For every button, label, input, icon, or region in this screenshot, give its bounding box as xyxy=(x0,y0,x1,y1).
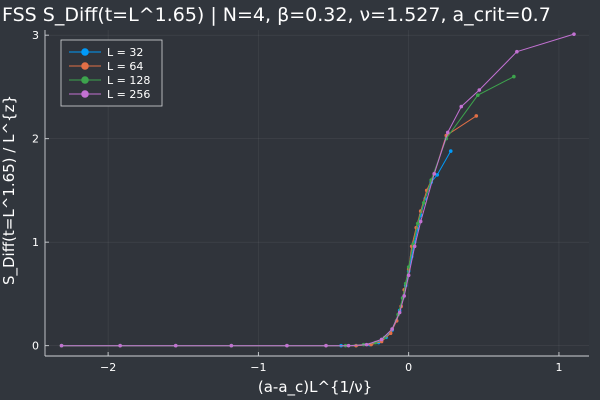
data-point xyxy=(412,244,417,249)
data-point xyxy=(477,88,482,92)
x-tick-label: 0 xyxy=(405,361,412,374)
y-tick-label: 1 xyxy=(32,236,39,249)
data-point xyxy=(512,74,516,79)
x-axis-label: (a-a_c)L^{1/ν} xyxy=(258,378,372,397)
data-point xyxy=(379,337,384,342)
data-point xyxy=(459,104,464,109)
data-point xyxy=(475,93,480,97)
data-point xyxy=(572,32,576,36)
legend-label: L = 256 xyxy=(107,88,150,101)
series-4 xyxy=(59,32,576,348)
data-point xyxy=(421,201,426,205)
data-point xyxy=(418,219,423,224)
legend-box xyxy=(60,39,163,107)
y-tick-label: 3 xyxy=(32,29,39,42)
data-point xyxy=(515,49,519,54)
chart-title: FSS S_Diff(t=L^1.65) | N=4, β=0.32, ν=1.… xyxy=(2,4,551,26)
data-point xyxy=(390,327,394,331)
legend-label: L = 32 xyxy=(107,46,143,59)
x-tick-label: 1 xyxy=(555,361,562,374)
data-series xyxy=(59,32,576,348)
data-point xyxy=(118,343,122,348)
x-tick-label: −1 xyxy=(250,361,266,374)
data-point xyxy=(445,130,450,135)
data-point xyxy=(59,343,64,348)
legend-marker xyxy=(81,90,89,98)
legend-label: L = 128 xyxy=(107,74,150,87)
data-point xyxy=(324,343,328,348)
y-tick-label: 2 xyxy=(32,133,39,146)
data-point xyxy=(397,310,402,315)
data-point xyxy=(346,343,351,348)
data-point xyxy=(406,273,411,278)
x-tick-label: −2 xyxy=(100,361,116,374)
data-point xyxy=(415,221,420,226)
legend-marker xyxy=(81,76,89,84)
legend-marker xyxy=(81,48,89,56)
data-point xyxy=(406,265,411,269)
data-point xyxy=(229,343,234,348)
data-point xyxy=(448,149,453,153)
legend-label: L = 64 xyxy=(107,60,143,73)
y-tick-label: 0 xyxy=(32,340,39,353)
axes xyxy=(44,30,589,357)
data-point xyxy=(402,294,406,298)
data-point xyxy=(474,114,479,118)
data-point xyxy=(364,342,369,347)
data-point xyxy=(435,173,440,177)
y-axis-label: S_Diff(t=L^1.65) / L^{z} xyxy=(0,95,19,285)
data-point xyxy=(173,343,178,348)
legend-marker xyxy=(81,62,89,70)
data-point xyxy=(432,172,437,176)
data-point xyxy=(285,343,289,348)
data-point xyxy=(382,335,387,340)
tick-labels: −2 −1 0 1 0 1 2 3 xyxy=(32,29,562,374)
